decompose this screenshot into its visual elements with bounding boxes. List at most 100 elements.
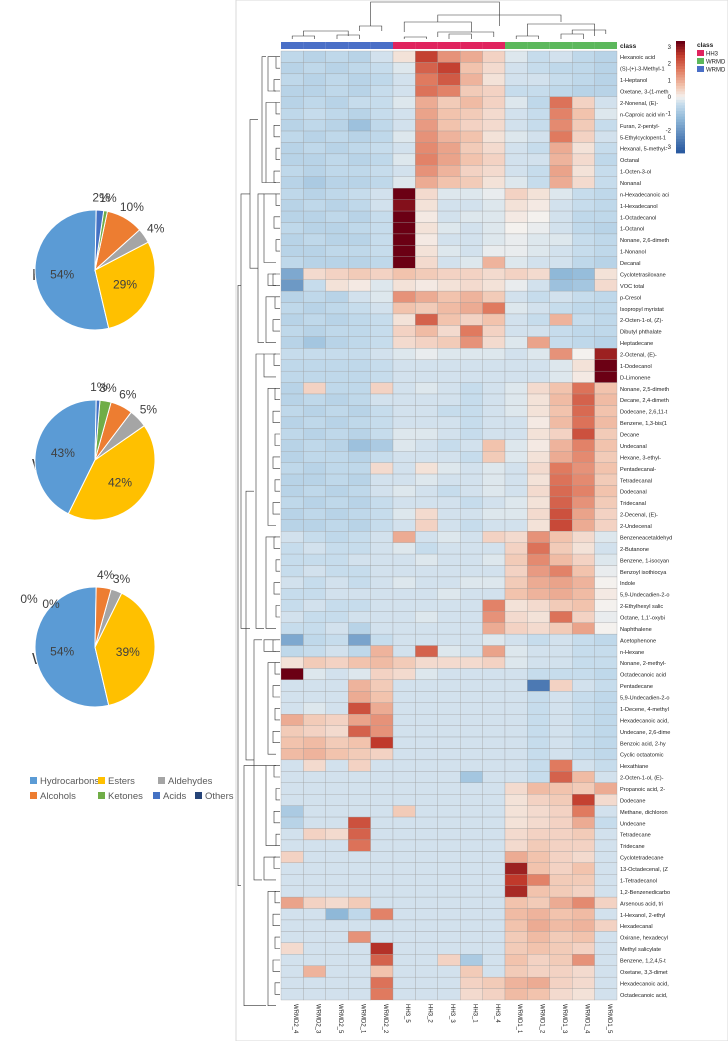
heatmap-cell	[325, 50, 349, 63]
heatmap-cell	[415, 576, 438, 589]
row-label: Octadecanoic acid	[620, 673, 666, 679]
heatmap-cell	[303, 622, 326, 635]
heatmap-cell	[572, 210, 595, 223]
heatmap-cell	[549, 176, 573, 189]
heatmap-cell	[527, 176, 550, 189]
row-label: Naphthalene	[620, 627, 652, 633]
heatmap-cell	[594, 885, 618, 898]
heatmap-cell	[549, 954, 573, 966]
heatmap-cell	[549, 588, 573, 600]
heatmap-cell	[527, 210, 550, 223]
row-dendrogram-branch	[265, 536, 276, 629]
heatmap-cell	[437, 302, 461, 315]
heatmap-cell	[392, 942, 416, 955]
heatmap-cell	[527, 599, 550, 612]
heatmap-cell	[549, 336, 573, 349]
heatmap-cell	[437, 496, 461, 509]
heatmap-cell	[572, 919, 595, 932]
heatmap-cell	[370, 325, 394, 337]
heatmap-cell	[460, 931, 483, 943]
heatmap-cell	[527, 908, 550, 921]
heatmap-cell	[370, 702, 394, 715]
heatmap-row-17	[280, 245, 618, 257]
row-label: Furan, 2-pentyl-	[620, 124, 660, 130]
heatmap-cell	[303, 176, 326, 189]
heatmap-cell	[549, 565, 573, 578]
heatmap-cell	[303, 976, 326, 989]
heatmap-cell	[370, 668, 394, 680]
heatmap-cell	[527, 336, 550, 349]
heatmap-cell	[460, 165, 483, 177]
heatmap-cell	[572, 519, 595, 532]
column-label: WRMD2_2	[382, 1004, 388, 1034]
heatmap-cell	[280, 714, 304, 726]
row-label: Benzoic acid, 2-hy	[620, 741, 666, 747]
heatmap-cell	[437, 691, 461, 703]
heatmap-cell	[415, 119, 438, 132]
heatmap-cell	[594, 611, 618, 623]
heatmap-cell	[527, 622, 550, 635]
row-dendrogram-branch	[267, 56, 276, 92]
heatmap-cell	[527, 896, 550, 909]
heatmap-cell	[280, 851, 304, 863]
heatmap-cell	[460, 393, 483, 406]
heatmap-cell	[348, 359, 371, 372]
heatmap-cell	[482, 656, 506, 669]
heatmap-cell	[460, 348, 483, 360]
heatmap-cell	[325, 954, 349, 966]
heatmap-cell	[572, 816, 595, 829]
heatmap-cell	[370, 851, 394, 863]
heatmap-cell	[504, 313, 528, 326]
heatmap-cell	[370, 553, 394, 566]
heatmap-cell	[527, 976, 550, 989]
column-label: WRMD1_5	[606, 1004, 612, 1034]
heatmap-cell	[280, 611, 304, 623]
heatmap-cell	[303, 885, 326, 898]
heatmap-cell	[415, 588, 438, 600]
heatmap-cell	[415, 462, 438, 475]
heatmap-cell	[572, 611, 595, 623]
heatmap-cell	[415, 336, 438, 349]
heatmap-cell	[437, 73, 461, 86]
heatmap-cell	[437, 462, 461, 475]
heatmap-cell	[348, 839, 371, 852]
heatmap-cell	[370, 965, 394, 978]
heatmap-cell	[303, 531, 326, 543]
heatmap-cell	[280, 428, 304, 440]
heatmap-cell	[549, 771, 573, 783]
heatmap-cell	[325, 108, 349, 120]
heatmap-row-73	[280, 885, 618, 898]
heatmap-cell	[325, 656, 349, 669]
heatmap-cell	[437, 188, 461, 200]
heatmap-cell	[482, 256, 506, 269]
heatmap-cell	[594, 553, 618, 566]
row-label: 1-Hexanol, 2-ethyl	[620, 913, 665, 919]
heatmap-cell	[594, 976, 618, 989]
heatmap-cell	[594, 531, 618, 543]
heatmap-cell	[392, 851, 416, 863]
heatmap-row-44	[280, 553, 618, 566]
color-scale-step	[676, 99, 685, 103]
heatmap-cell	[370, 816, 394, 829]
heatmap-cell	[325, 645, 349, 658]
heatmap-cell	[460, 508, 483, 520]
heatmap-cell	[504, 439, 528, 452]
color-scale-step	[676, 136, 685, 140]
heatmap-cell	[549, 233, 573, 246]
heatmap-cell	[549, 96, 573, 109]
row-label: Benzene, 1,3-bis(1	[620, 421, 667, 427]
heatmap-cell	[594, 519, 618, 532]
pie-label-acids: 2%	[92, 190, 110, 204]
row-label: Hexane, 3-ethyl-	[620, 455, 661, 461]
heatmap-cell	[460, 290, 483, 303]
heatmap-cell	[415, 416, 438, 429]
row-dendrogram-branch	[275, 193, 280, 206]
heatmap-cell	[549, 85, 573, 97]
heatmap-cell	[392, 988, 416, 1001]
heatmap-row-24	[280, 325, 618, 337]
heatmap-cell	[437, 108, 461, 120]
heatmap-cell	[549, 382, 573, 395]
heatmap-cell	[594, 725, 618, 738]
heatmap-cell	[482, 359, 506, 372]
heatmap-cell	[482, 485, 506, 498]
